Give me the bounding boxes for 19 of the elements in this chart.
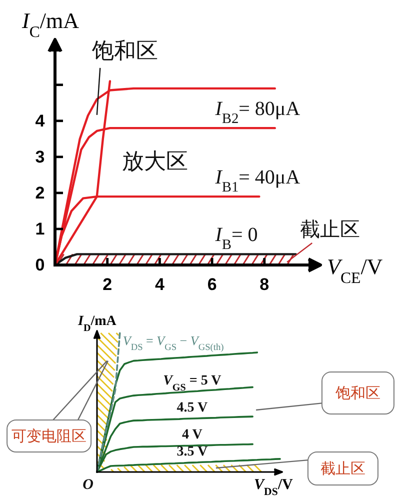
ylabel: I$_{D}$/mA (78, 314, 116, 334)
x-tick-label: 2 (102, 275, 112, 294)
annotation: 截止区 (300, 219, 360, 242)
x-tick-label: 6 (207, 275, 217, 294)
y-tick-label: 1 (35, 219, 45, 238)
annotation: 放大区 (122, 148, 188, 174)
y-tick-label: 4 (35, 111, 46, 130)
annotation: 可变电阻区 (6, 360, 109, 452)
x-tick-label: 8 (260, 275, 270, 294)
annotation: 饱和区 (92, 38, 158, 115)
xlabel: V$_{DS}$/V (254, 477, 293, 498)
y-tick-label: 3 (35, 147, 45, 166)
ylabel: I$_{C}$/mA (22, 8, 80, 40)
x-tick-label: 4 (154, 275, 165, 294)
annotation: 饱和区 (256, 372, 394, 415)
y-tick-label: 2 (35, 183, 45, 202)
annotation: 饱和区 (90, 38, 158, 63)
annotation: O (82, 477, 94, 494)
y-tick-label: 0 (35, 256, 45, 274)
